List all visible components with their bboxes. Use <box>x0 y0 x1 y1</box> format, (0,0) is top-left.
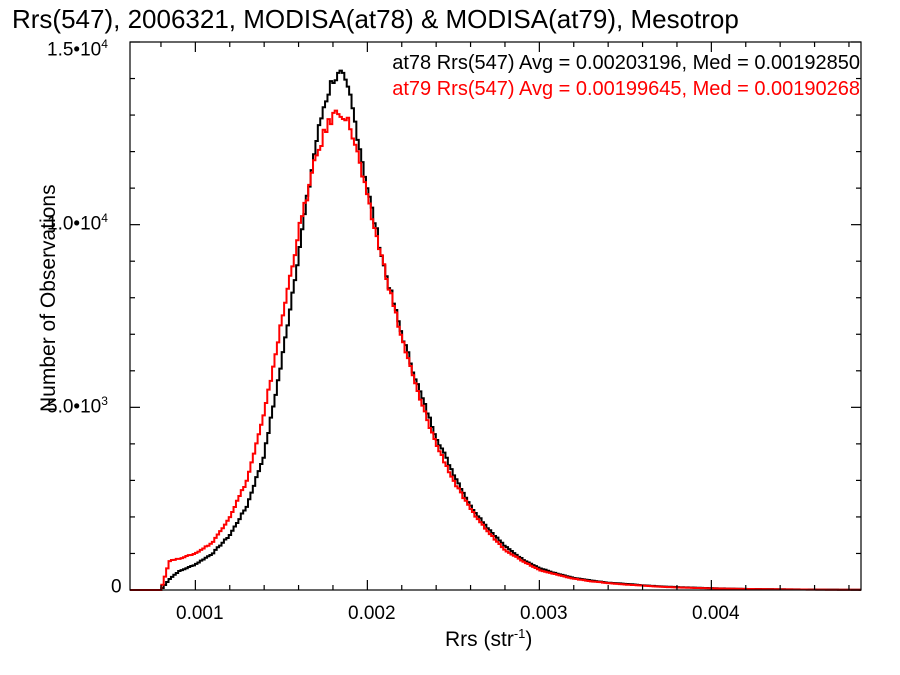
x-axis-label-exponent: -1 <box>513 626 526 641</box>
series-layer <box>130 69 861 591</box>
legend-entry-at78: at78 Rrs(547) Avg = 0.00203196, Med = 0.… <box>392 52 860 74</box>
series-line-at78 <box>130 69 861 591</box>
y-tick-label-0: 0 <box>111 576 122 598</box>
legend-entry-at79: at79 Rrs(547) Avg = 0.00199645, Med = 0.… <box>392 78 860 100</box>
series-line-at79 <box>130 109 861 591</box>
x-tick-label-0.003: 0.003 <box>520 603 568 624</box>
tick-layer <box>130 41 861 591</box>
x-tick-label-0.004: 0.004 <box>692 603 740 624</box>
plot-frame <box>129 41 862 591</box>
y-tick-label-15000: 1.5•104 <box>47 37 108 61</box>
y-tick-label-5000: 5.0•103 <box>47 394 108 418</box>
y-tick-label-10000: 1.0•104 <box>47 211 108 235</box>
x-tick-label-0.001: 0.001 <box>176 603 224 624</box>
chart-title: Rrs(547), 2006321, MODISA(at78) & MODISA… <box>12 4 739 34</box>
y-axis-label: Number of Observations <box>37 184 60 412</box>
x-axis-label-text: Rrs (str <box>445 628 514 651</box>
x-tick-label-0.002: 0.002 <box>348 603 396 624</box>
x-axis-label: Rrs (str-1) <box>445 626 532 652</box>
x-axis-label-suffix: ) <box>525 628 533 651</box>
